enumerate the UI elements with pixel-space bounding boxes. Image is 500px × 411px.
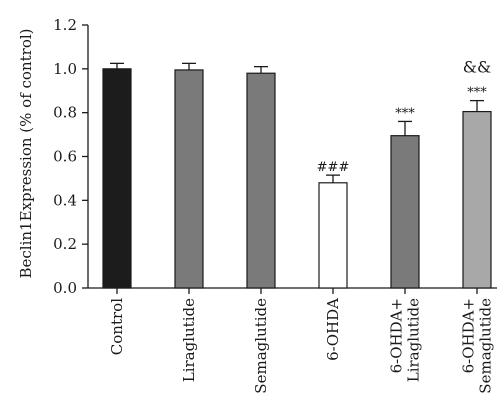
chart-axes [82, 24, 497, 294]
bar [174, 69, 204, 289]
y-tick-label: 0.6 [53, 148, 77, 166]
y-tick-label: 0.2 [53, 235, 77, 253]
y-tick-label: 0.8 [53, 104, 77, 122]
significance-label: *** [467, 86, 487, 101]
bar [246, 72, 276, 289]
x-category-label: Liraglutide [180, 298, 198, 382]
bar [102, 68, 132, 289]
chart-labels: 0.0 0.2 0.4 0.6 0.8 1.0 1.2 Control Liraglutide S… [53, 16, 494, 394]
x-category-label: 6-OHDA+ [388, 298, 406, 373]
x-category-label: Semaglutide [477, 298, 495, 394]
significance-label: && [463, 58, 491, 77]
chart-bars [102, 62, 492, 289]
bar [318, 182, 348, 289]
significance-label: *** [395, 106, 415, 121]
x-category-label: Control [108, 298, 126, 355]
y-tick-label: 0.4 [53, 191, 77, 209]
x-category-label: 6-OHDA+ [460, 298, 478, 373]
x-category-label: Liraglutide [405, 298, 423, 382]
x-category-label: 6-OHDA [324, 298, 342, 361]
y-tick-label: 0.0 [53, 279, 77, 297]
bar [462, 110, 492, 289]
y-tick-label: 1.0 [53, 60, 77, 78]
significance-label: ### [317, 160, 350, 175]
y-axis-label: Beclin1Expression (% of control) [17, 28, 35, 278]
y-tick-label: 1.2 [53, 16, 77, 34]
bar [390, 135, 420, 289]
x-category-label: Semaglutide [252, 298, 270, 394]
